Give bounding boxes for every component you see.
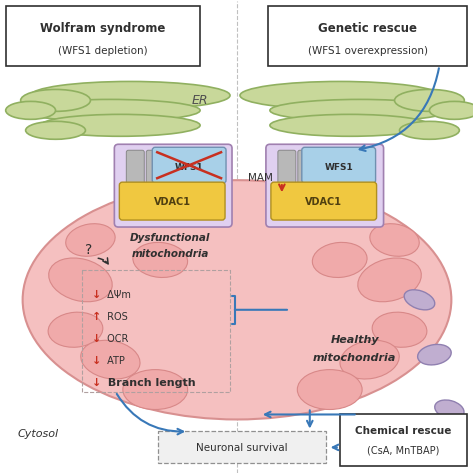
Text: mitochondria: mitochondria: [313, 353, 396, 363]
FancyBboxPatch shape: [302, 147, 375, 183]
Text: ROS: ROS: [104, 312, 128, 322]
Ellipse shape: [6, 101, 55, 119]
Text: WFS1: WFS1: [324, 163, 353, 172]
FancyBboxPatch shape: [166, 150, 184, 184]
Ellipse shape: [400, 121, 459, 139]
Ellipse shape: [340, 340, 399, 379]
Ellipse shape: [297, 370, 362, 410]
Text: ↓: ↓: [92, 334, 101, 344]
Text: Healthy: Healthy: [330, 335, 379, 345]
Ellipse shape: [429, 101, 474, 119]
Ellipse shape: [372, 312, 427, 347]
Text: Genetic rescue: Genetic rescue: [318, 22, 417, 35]
Ellipse shape: [26, 121, 85, 139]
FancyBboxPatch shape: [268, 6, 467, 65]
Ellipse shape: [48, 312, 103, 347]
Text: (WFS1 depletion): (WFS1 depletion): [57, 46, 147, 55]
Ellipse shape: [41, 114, 200, 137]
FancyBboxPatch shape: [298, 150, 316, 184]
Text: (WFS1 overexpression): (WFS1 overexpression): [308, 46, 428, 55]
Text: Chemical rescue: Chemical rescue: [356, 427, 452, 437]
Ellipse shape: [404, 290, 435, 310]
Text: ↓: ↓: [92, 290, 101, 300]
Ellipse shape: [49, 258, 112, 302]
FancyBboxPatch shape: [127, 150, 144, 184]
FancyBboxPatch shape: [114, 144, 232, 227]
Ellipse shape: [370, 224, 419, 256]
Ellipse shape: [21, 90, 91, 111]
FancyBboxPatch shape: [119, 182, 225, 220]
FancyBboxPatch shape: [266, 144, 383, 227]
Text: ↓: ↓: [92, 356, 101, 365]
FancyBboxPatch shape: [278, 150, 296, 184]
Text: OCR: OCR: [104, 334, 129, 344]
Ellipse shape: [133, 242, 188, 277]
FancyBboxPatch shape: [146, 150, 164, 184]
Ellipse shape: [23, 180, 451, 419]
Ellipse shape: [358, 258, 421, 302]
Ellipse shape: [394, 90, 465, 111]
Text: ER: ER: [192, 94, 209, 107]
Text: WFS1: WFS1: [175, 163, 203, 172]
Text: ATP: ATP: [104, 356, 125, 365]
Text: (CsA, MnTBAP): (CsA, MnTBAP): [367, 446, 440, 456]
Text: ↑: ↑: [92, 312, 101, 322]
FancyBboxPatch shape: [6, 6, 200, 65]
Text: ↓: ↓: [92, 378, 101, 388]
Text: Branch length: Branch length: [104, 378, 196, 388]
Ellipse shape: [81, 340, 140, 379]
Text: mitochondria: mitochondria: [131, 249, 209, 259]
FancyBboxPatch shape: [158, 431, 326, 463]
Text: Wolfram syndrome: Wolfram syndrome: [40, 22, 165, 35]
Ellipse shape: [435, 400, 464, 419]
Ellipse shape: [270, 100, 449, 121]
Ellipse shape: [418, 345, 451, 365]
Ellipse shape: [21, 100, 200, 121]
Ellipse shape: [31, 82, 230, 109]
Ellipse shape: [66, 224, 115, 256]
FancyBboxPatch shape: [271, 182, 376, 220]
Text: ΔΨm: ΔΨm: [104, 290, 131, 300]
Text: MAM: MAM: [248, 173, 273, 183]
FancyBboxPatch shape: [152, 147, 226, 183]
Text: Cytosol: Cytosol: [18, 429, 59, 439]
Text: VDAC1: VDAC1: [154, 197, 191, 207]
Ellipse shape: [270, 114, 429, 137]
Text: ?: ?: [85, 243, 92, 257]
FancyBboxPatch shape: [340, 414, 467, 466]
Ellipse shape: [312, 242, 367, 277]
Text: Neuronal survival: Neuronal survival: [196, 443, 288, 453]
Text: VDAC1: VDAC1: [305, 197, 342, 207]
Text: Dysfunctional: Dysfunctional: [130, 233, 210, 243]
Ellipse shape: [123, 370, 188, 410]
FancyBboxPatch shape: [318, 150, 336, 184]
Ellipse shape: [240, 82, 439, 109]
